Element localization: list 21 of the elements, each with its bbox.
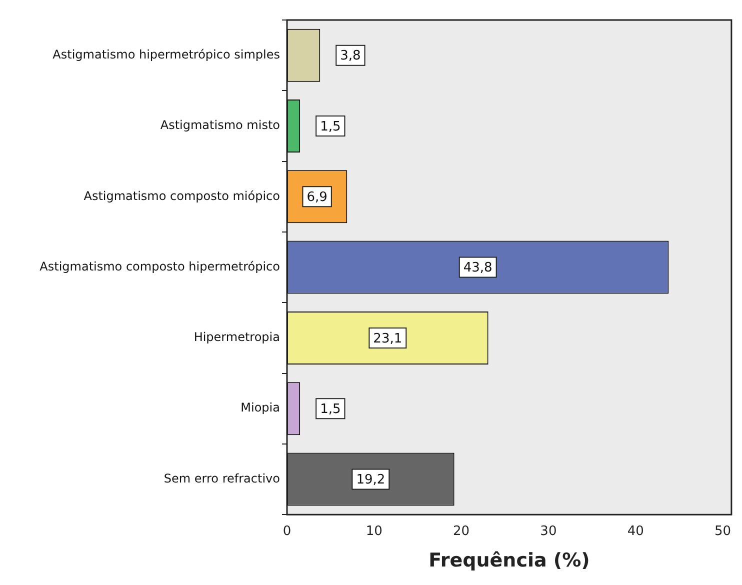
y-tick-label: Astigmatismo composto hipermetrópico	[40, 259, 280, 274]
x-tick-label: 40	[627, 524, 644, 539]
data-label: 3,8	[340, 48, 361, 64]
x-tick-label: 20	[453, 524, 470, 539]
y-tick-label: Astigmatismo misto	[160, 118, 280, 132]
x-tick-label: 50	[714, 524, 731, 539]
x-axis-title: Frequência (%)	[428, 550, 590, 572]
data-label: 23,1	[373, 331, 402, 346]
x-tick-label: 10	[366, 524, 382, 539]
x-tick-label: 0	[282, 524, 292, 539]
data-label: 6,9	[306, 190, 328, 206]
data-label: 1,5	[320, 119, 341, 134]
data-label: 1,5	[320, 402, 341, 417]
y-tick-label: Astigmatismo hipermetrópico simples	[52, 47, 280, 62]
data-label: 19,2	[356, 472, 386, 488]
data-label: 43,8	[463, 260, 492, 276]
y-tick-label: Sem erro refractivo	[164, 471, 280, 486]
y-tick-label: Miopia	[240, 400, 280, 415]
y-tick-label: Hipermetropia	[194, 330, 280, 344]
x-tick-label: 30	[540, 524, 557, 539]
y-tick-label: Astigmatismo composto miópico	[84, 188, 280, 203]
